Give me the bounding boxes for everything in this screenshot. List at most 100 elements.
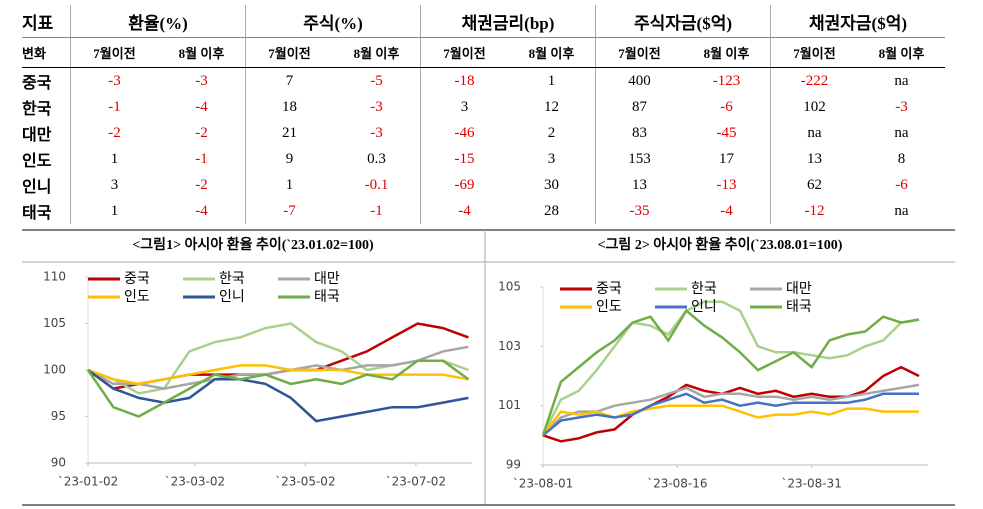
subheader: 7월이전 [245,37,333,68]
x-tick-label: `23-05-02 [275,475,335,489]
cell: 400 [595,67,683,94]
row-label: 중국 [22,73,52,92]
subheader: 7월이전 [595,37,683,68]
header-group: 주식(%) [245,5,421,38]
cell: 9 [245,146,333,172]
legend-label: 인도 [596,299,622,315]
legend-label: 대만 [786,281,812,297]
cell: 8 [897,150,906,167]
row: 인도 1 -1 9 0.3 -15 3 153 17 13 8 [22,146,945,172]
cell: 3 [420,94,508,120]
cell: -46 [420,120,508,146]
cell: -12 [770,198,858,224]
header-row: 지표 환율(%) 주식(%) 채권금리(bp) 주식자금($억) 채권자금($억) [22,5,945,38]
cell: na [770,120,858,146]
subheader: 8월 이후 [508,37,596,68]
x-tick-label: `23-08-31 [781,477,841,491]
y-tick-label: 100 [43,363,66,377]
cell: -3 [195,72,208,89]
subheader: 8월 이후 [333,37,421,68]
legend-label: 한국 [691,281,717,297]
chart-title: <그림1> 아시아 환율 추이(`23.01.02=100) [132,236,374,253]
cell: -69 [420,172,508,198]
subheader-row: 변화 7월이전 8월 이후 7월이전 8월 이후 7월이전 8월 이후 7월이전 8월 이후 7월… [22,37,945,68]
cell: -2 [70,120,158,146]
row-label: 한국 [22,99,52,118]
cell: 3 [70,172,158,198]
chart-title: <그림 2> 아시아 환율 추이(`23.08.01=100) [598,236,843,253]
y-tick-label: 101 [498,398,521,412]
legend-label: 대만 [314,271,340,287]
cell: -1 [195,150,208,167]
x-tick-label: `23-01-02 [58,475,118,489]
row: 한국 -1 -4 18 -3 3 12 87 -6 102 -3 [22,94,945,120]
corner: 지표 [22,5,71,38]
header-group: 주식자금($억) [595,5,771,38]
cell: 87 [595,94,683,120]
row-label: 태국 [22,203,52,222]
cell: 0.3 [367,150,386,167]
cell: -2 [195,124,208,141]
y-tick-label: 90 [51,456,66,470]
cell: -5 [370,72,383,89]
row: 태국 1 -4 -7 -1 -4 28 -35 -4 -12 na [22,198,945,224]
y-tick-label: 105 [498,280,521,294]
cell: -45 [716,124,737,141]
y-tick-label: 95 [51,409,66,423]
series-line [87,345,469,390]
cell: 1 [245,172,333,198]
header-group: 채권금리(bp) [420,5,596,38]
x-tick-label: `23-07-02 [386,475,446,489]
legend-label: 인도 [124,289,150,305]
cell: 83 [595,120,683,146]
cell: 18 [245,94,333,120]
cell: 1 [70,146,158,172]
cell: -2 [195,176,208,193]
subheader: 7월이전 [770,37,858,68]
header-group: 채권자금($억) [770,5,945,38]
cell: -3 [70,67,158,94]
subheader: 7월이전 [70,37,158,68]
subheader: 8월 이후 [158,37,246,68]
series-line [541,308,920,436]
table: 지표 환율(%) 주식(%) 채권금리(bp) 주식자금($억) 채권자금($억) 변화 7월… [22,5,945,224]
y-tick-label: 110 [43,270,66,284]
cell: na [894,124,909,141]
x-tick-label: `23-08-01 [513,477,573,491]
header-group: 환율(%) [70,5,246,38]
cell: -13 [716,176,737,193]
subheader: 7월이전 [420,37,508,68]
cell: -4 [195,202,208,219]
cell: -1 [70,94,158,120]
series-line [87,364,469,386]
cell: na [894,202,909,219]
cell: -222 [770,67,858,94]
cell: 30 [544,176,559,193]
cell: -6 [720,98,733,115]
cell: na [894,72,909,89]
x-tick-label: `23-08-16 [647,477,707,491]
series-line [541,300,920,436]
subheader: 8월 이후 [858,37,945,68]
legend-label: 중국 [124,271,150,287]
cell: 12 [544,98,559,115]
cell: 1 [547,72,556,89]
cell: 3 [547,150,556,167]
cell: 13 [770,146,858,172]
legend-label: 태국 [786,299,812,315]
row: 대만 -2 -2 21 -3 -46 2 83 -45 na na [22,120,945,146]
cell: -3 [370,98,383,115]
cell: -15 [420,146,508,172]
cell: -0.1 [364,176,389,193]
row-label: 인니 [22,177,52,196]
legend-label: 중국 [596,281,622,297]
cell: -4 [720,202,733,219]
row-label: 대만 [22,125,52,144]
cell: 7 [245,67,333,94]
row-label: 인도 [22,151,52,170]
series-line [542,365,920,443]
series-line [87,368,469,423]
y-tick-label: 99 [506,458,521,472]
